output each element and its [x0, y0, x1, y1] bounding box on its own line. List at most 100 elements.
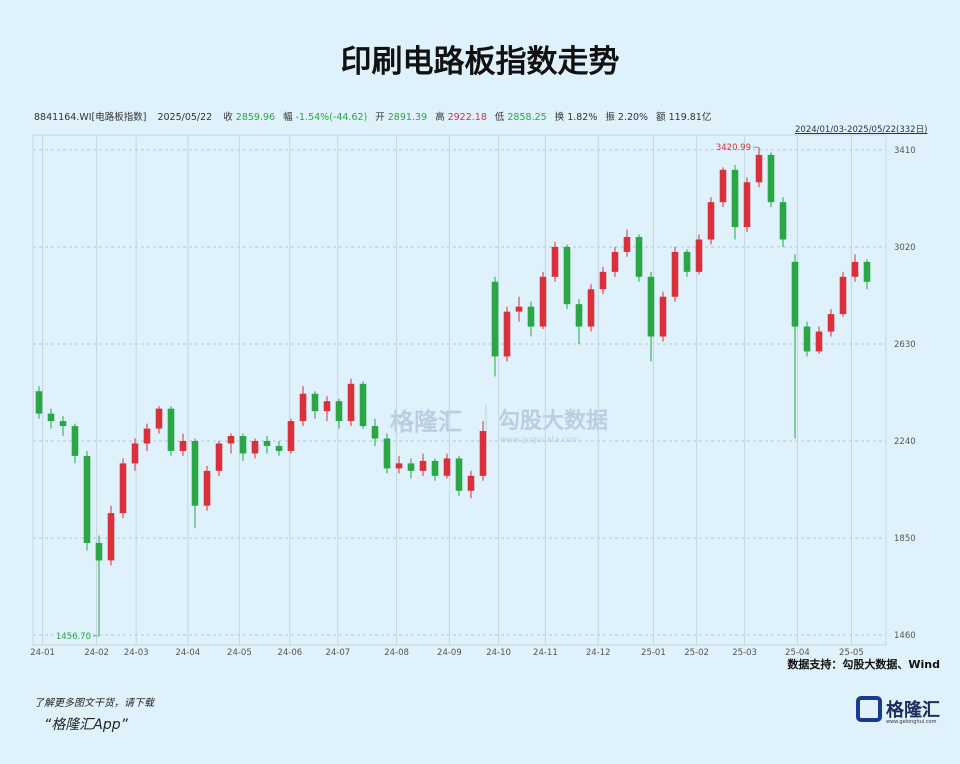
candle-body — [119, 463, 127, 514]
x-tick-label: 24-08 — [384, 648, 409, 658]
candle-body — [371, 426, 379, 439]
y-tick-label: 2240 — [894, 437, 916, 447]
candle-body — [839, 276, 847, 315]
candle-body — [479, 431, 487, 476]
quote-value: -1.54%(-44.62) — [295, 112, 368, 123]
quote-value: 2891.39 — [387, 112, 428, 123]
candle-body — [707, 202, 715, 240]
candle-body — [551, 246, 559, 277]
logo-url: www.gelonghui.com — [886, 719, 937, 725]
quote-item: 收 2859.96 — [223, 112, 275, 123]
candle-body — [815, 331, 823, 352]
x-tick-label: 24-04 — [175, 648, 200, 658]
candle-body — [515, 306, 523, 312]
logo: 格隆汇 www.gelonghui.com — [856, 696, 946, 728]
candle-body — [323, 401, 331, 412]
candle-body — [311, 393, 319, 412]
candle-body — [563, 246, 571, 305]
watermark: 格隆汇 — [390, 408, 462, 436]
candle-body — [143, 428, 151, 444]
y-tick-label: 1460 — [894, 631, 916, 641]
candle-body — [35, 391, 43, 414]
candle-body — [443, 458, 451, 476]
candle-body — [503, 311, 511, 357]
candle-body — [719, 169, 727, 203]
source: 数据支持：勾股大数据、Wind — [787, 658, 940, 671]
x-tick-label: 24-03 — [124, 648, 149, 658]
promo-text: 了解更多图文干货，请下载 — [34, 698, 154, 709]
quote-date: 2025/05/22 — [157, 112, 213, 123]
candle-body — [359, 383, 367, 427]
candle-body — [623, 237, 631, 252]
candle-body — [851, 261, 859, 277]
candle-body — [263, 441, 271, 446]
candle-body — [131, 443, 139, 464]
x-tick-label: 24-10 — [486, 648, 511, 658]
candle-body — [299, 393, 307, 422]
quote-value: 2.20% — [617, 112, 649, 123]
chart-title: 印刷电路板指数走势 — [340, 44, 620, 80]
candle-body — [431, 460, 439, 476]
x-tick-label: 24-01 — [30, 648, 55, 658]
candle-body — [227, 436, 235, 444]
candle-body — [419, 460, 427, 471]
candle-body — [659, 296, 667, 337]
y-tick-label: 3020 — [894, 243, 916, 253]
logo-name: 格隆汇 — [886, 700, 940, 721]
quote-label: 高 — [435, 112, 445, 123]
candle-body — [71, 426, 79, 456]
quote-item: 额 119.81亿 — [656, 112, 711, 123]
x-tick-label: 25-02 — [684, 648, 709, 658]
candle-body — [575, 304, 583, 327]
quote-value: 2858.25 — [507, 112, 547, 123]
watermark: www.gogudata.com — [500, 435, 579, 444]
candle-body — [47, 413, 55, 422]
plot-frame — [32, 134, 887, 646]
x-tick-label: 24-12 — [586, 648, 611, 658]
candle-body — [179, 441, 187, 451]
x-tick-label: 24-02 — [84, 648, 109, 658]
quote-info: 8841164.WI[电路板指数] 2025/05/22 收 2859.96 幅 -1… — [34, 109, 719, 123]
candle-body — [155, 408, 163, 429]
candle-body — [599, 271, 607, 290]
candle-body — [791, 261, 799, 327]
candle-body — [587, 289, 595, 327]
candle-body — [335, 401, 343, 422]
quote-label: 换 — [554, 112, 565, 123]
candle-body — [383, 438, 391, 469]
candle-body — [167, 408, 175, 451]
candle-body — [347, 383, 355, 422]
quote-label: 开 — [375, 112, 385, 123]
candle-body — [251, 441, 259, 454]
y-tick-label: 2630 — [894, 340, 916, 350]
x-tick-label: 25-03 — [732, 648, 757, 658]
candle-body — [491, 281, 499, 357]
quote-value: 119.81亿 — [668, 112, 712, 123]
quote-item: 换 1.82% — [555, 112, 598, 123]
candle-body — [455, 458, 463, 491]
candle-body — [743, 182, 751, 228]
candle-body — [95, 543, 103, 561]
quote-label: 幅 — [283, 112, 293, 123]
candle-body — [467, 475, 475, 491]
quote-item: 高 2922.18 — [435, 112, 487, 123]
candle-body — [239, 436, 247, 454]
candle-body — [287, 421, 295, 451]
x-tick-label: 25-04 — [785, 648, 810, 658]
range-label: 2024/01/03-2025/05/22(332日) — [795, 125, 928, 135]
x-tick-label: 25-05 — [839, 648, 864, 658]
candle-body — [611, 251, 619, 272]
quote-item: 开 2891.39 — [375, 112, 427, 123]
candle-body — [215, 443, 223, 471]
x-tick-label: 24-05 — [227, 648, 252, 658]
candle-body — [407, 463, 415, 471]
quote-value: 2922.18 — [447, 112, 487, 123]
x-tick-label: 24-09 — [437, 648, 462, 658]
candle-body — [203, 470, 211, 506]
candle-body — [395, 463, 403, 469]
quote-value: 1.82% — [567, 112, 598, 123]
candle-body — [755, 154, 763, 183]
candle-body — [683, 251, 691, 272]
